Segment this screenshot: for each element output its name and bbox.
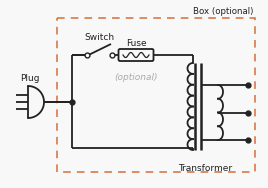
FancyBboxPatch shape: [118, 49, 154, 61]
Text: (optional): (optional): [114, 73, 158, 82]
Bar: [57, 18, 255, 172]
Text: Plug: Plug: [20, 74, 40, 83]
Text: Box (optional): Box (optional): [193, 7, 253, 16]
Text: Switch: Switch: [84, 33, 114, 42]
Text: Fuse: Fuse: [126, 39, 146, 48]
Text: Transformer: Transformer: [178, 164, 233, 173]
